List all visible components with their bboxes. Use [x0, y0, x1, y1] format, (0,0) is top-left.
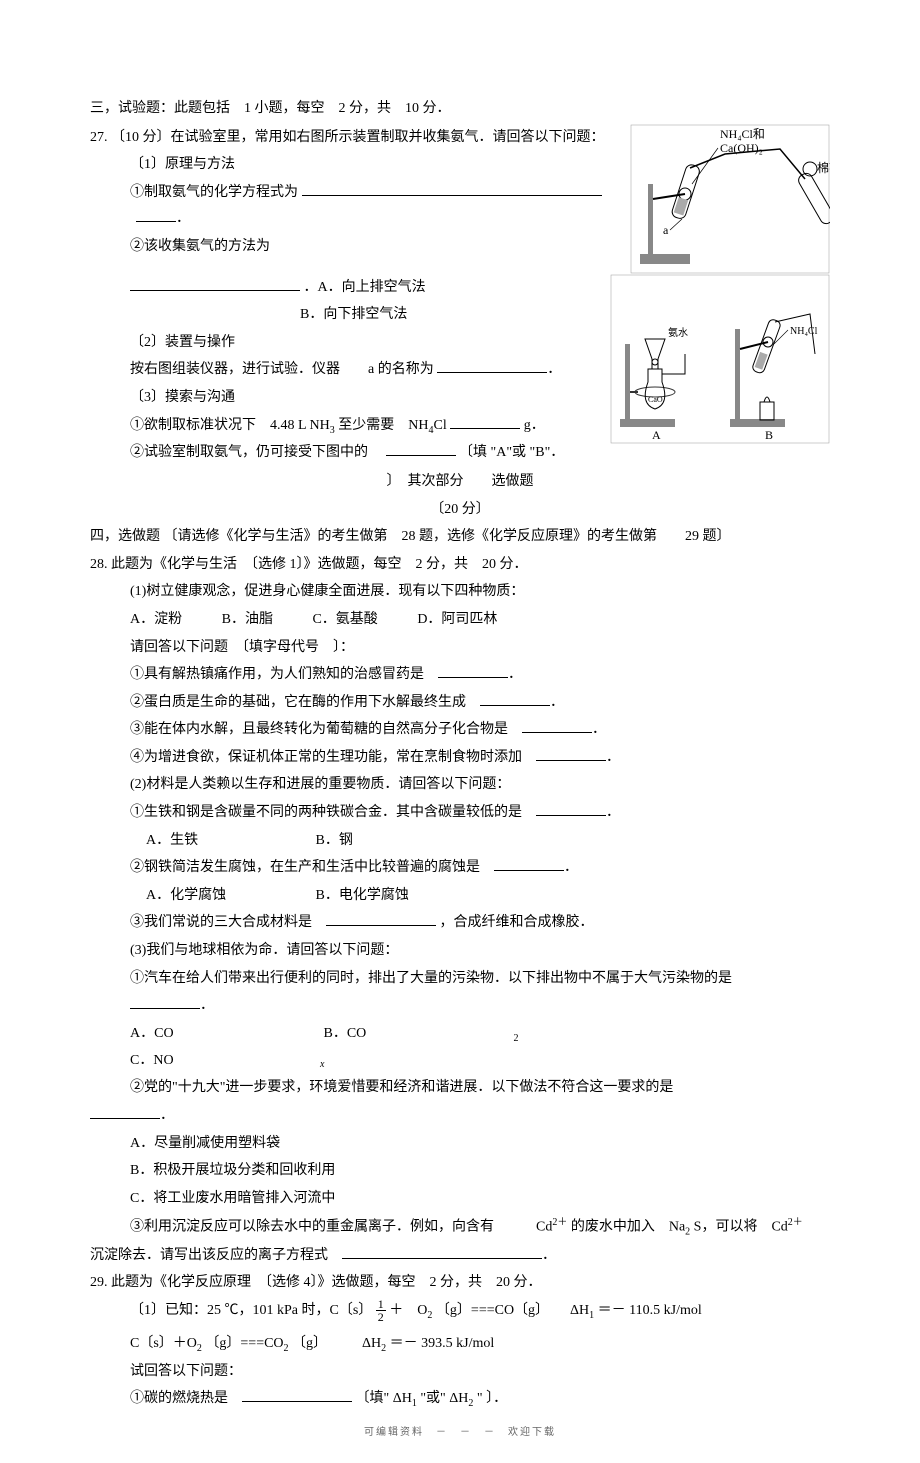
svg-text:氨水: 氨水: [668, 326, 688, 339]
q28-s1-prompt: 请回答以下问题 〔填字母代号 〕：: [90, 635, 830, 662]
svg-text:B: B: [765, 428, 773, 442]
blank[interactable]: [130, 994, 200, 1009]
q28-s1-3: ③能在体内水解，且最终转化为葡萄糖的自然高分子化合物是 ．: [90, 717, 830, 744]
svg-text:Ca(OH)₂: Ca(OH)₂: [720, 141, 763, 155]
q29-title: 29. 此题为《化学反应原理 〔选修 4〕》选做题，每空 2 分，共 20 分．: [90, 1270, 830, 1297]
q27-p2-line: 按右图组装仪器，进行试验．仪器 a 的名称为 ．: [90, 357, 610, 384]
blank[interactable]: [90, 1104, 160, 1119]
blank[interactable]: [326, 911, 436, 926]
q27-p3-1: ①欲制取标准状况下 4.48 L NH3 至少需要 NH4Cl g．: [90, 413, 610, 440]
svg-text:棉花: 棉花: [817, 160, 830, 175]
q27-block: 27. 〔10 分〕在试验室里，常用如右图所示装置制取并收集氨气．请回答以下问题…: [90, 124, 830, 274]
section3-header: 三，试验题：此题包括 1 小题，每空 2 分，共 10 分．: [90, 96, 830, 123]
blank[interactable]: [480, 690, 550, 705]
q27-p3-2: ②试验室制取氨气，仍可接受下图中的 〔填 "A"或 "B"．: [90, 440, 610, 467]
blank[interactable]: [536, 746, 606, 761]
q27-p2: 〔2〕装置与操作: [90, 330, 610, 357]
blank-eq-2[interactable]: [136, 207, 176, 222]
footer: 可编辑资料 － － － 欢迎下载: [90, 1423, 830, 1442]
q28-s1-1: ①具有解热镇痛作用，为人们熟知的治感冒药是 ．: [90, 662, 830, 689]
blank-ab[interactable]: [386, 441, 456, 456]
blank[interactable]: [242, 1387, 352, 1402]
part2-b: 〔20 分〕: [90, 497, 830, 524]
blank-instrument[interactable]: [437, 358, 547, 373]
q28-s3-intro: (3)我们与地球相依为命．请回答以下问题：: [90, 938, 830, 965]
q29-s1-prompt: 试回答以下问题：: [90, 1359, 830, 1386]
q27-apparatus-top: NH₄Cl和 Ca(OH)₂ 棉花 a: [630, 124, 830, 274]
blank-mass[interactable]: [450, 413, 520, 428]
q28-s2-2: ②钢铁简洁发生腐蚀，在生产和生活中比较普遍的腐蚀是 ．: [90, 855, 830, 882]
q28-s1-4: ④为增进食欲，保证机体正常的生理功能，常在烹制食物时添加 ．: [90, 745, 830, 772]
blank[interactable]: [536, 801, 606, 816]
q28-s2-intro: (2)材料是人类赖以生存和进展的重要物质．请回答以下问题：: [90, 772, 830, 799]
q28-s3-3b: 沉淀除去．请写出该反应的离子方程式 ．: [90, 1243, 830, 1270]
q28-s1-opts: A．淀粉 B．油脂 C．氨基酸 D．阿司匹林: [90, 607, 830, 634]
q29-s1-line2: C〔s〕＋O2 〔g〕===CO2 〔g〕 ΔH2 ＝－ 393.5 kJ/mo…: [90, 1331, 830, 1358]
q28-s1-2: ②蛋白质是生命的基础，它在酶的作用下水解最终生成 ．: [90, 690, 830, 717]
q28-s3-2a: A．尽量削减使用塑料袋: [90, 1131, 830, 1158]
blank[interactable]: [494, 856, 564, 871]
q28-s3-1-opts: A．CO B．CO2 C．NOx: [90, 1021, 830, 1075]
q27-p1-1-text: ①制取氨气的化学方程式为: [130, 185, 298, 200]
q28-s3-2c: C．将工业废水用暗管排入河流中: [90, 1186, 830, 1213]
opt-a-line: ．A．向上排空气法: [90, 275, 610, 302]
svg-text:a: a: [663, 223, 669, 237]
q28-s3-1: ①汽车在给人们带来出行便利的同时，排出了大量的污染物．以下排出物中不属于大气污染…: [90, 966, 830, 993]
svg-text:A: A: [652, 428, 661, 442]
q29-s1-1: ①碳的燃烧热是 〔填" ΔH1 "或" ΔH2 " 〕．: [90, 1386, 830, 1413]
blank[interactable]: [438, 663, 508, 678]
q28-s2-1-opts: A．生铁 B．钢: [90, 828, 830, 855]
q28-title: 28. 此题为《化学与生活 〔选修 1〕》选做题，每空 2 分，共 20 分．: [90, 552, 830, 579]
q28-s2-2-opts: A．化学腐蚀 B．电化学腐蚀: [90, 883, 830, 910]
q28-s3-2: ②党的"十九大"进一步要求，环境爱惜要和经济和谐进展．以下做法不符合这一要求的是: [90, 1075, 830, 1102]
q27-p1: 〔1〕原理与方法: [90, 152, 630, 179]
blank-collect[interactable]: [130, 275, 300, 290]
q28-s3-2b: B．积极开展垃圾分类和回收利用: [90, 1158, 830, 1185]
opt-b: B．向下排空气法: [300, 307, 407, 322]
q28-s2-3: ③我们常说的三大合成材料是 ，合成纤维和合成橡胶．: [90, 910, 830, 937]
blank[interactable]: [522, 718, 592, 733]
blank-ionic[interactable]: [342, 1243, 542, 1258]
q27-eq-line: ①制取氨气的化学方程式为 ．: [90, 180, 630, 233]
q27-collect-line: ②该收集氨气的方法为: [90, 234, 630, 261]
q27-title: 27. 〔10 分〕在试验室里，常用如右图所示装置制取并收集氨气．请回答以下问题…: [90, 125, 630, 152]
q28-s1-intro: (1)树立健康观念，促进身心健康全面进展．现有以下四种物质：: [90, 579, 830, 606]
blank-eq[interactable]: [302, 180, 602, 195]
svg-text:NH₄Cl和: NH₄Cl和: [720, 127, 765, 141]
q28-s2-1: ①生铁和钢是含碳量不同的两种铁碳合金．其中含碳量较低的是 ．: [90, 800, 830, 827]
q27-p3: 〔3〕摸索与沟通: [90, 385, 610, 412]
part2-a: 〕 其次部分 选做题: [90, 469, 830, 496]
q29-s1-line1: 〔1〕已知：25 ℃，101 kPa 时，C〔s〕 12 ＋ O2 〔g〕===…: [90, 1298, 830, 1325]
q28-s3-3: ③利用沉淀反应可以除去水中的重金属离子．例如，向含有 Cd2＋ 的废水中加入 N…: [90, 1213, 830, 1241]
q27-options-row: ．A．向上排空气法 B．向下排空气法 〔2〕装置与操作 按右图组装仪器，进行试验…: [90, 274, 830, 468]
section4-header: 四，选做题 〔请选修《化学与生活》的考生做第 28 题，选修《化学反应原理》的考…: [90, 524, 830, 551]
q28-s3-1-blank: ．: [90, 993, 830, 1020]
svg-text:CaO: CaO: [648, 395, 663, 404]
svg-text:NH₄Cl: NH₄Cl: [790, 326, 818, 337]
q27-apparatus-ab: CaO 氨水 A NH₄Cl B: [610, 274, 830, 444]
q28-s3-2-blank: ．: [90, 1103, 830, 1130]
